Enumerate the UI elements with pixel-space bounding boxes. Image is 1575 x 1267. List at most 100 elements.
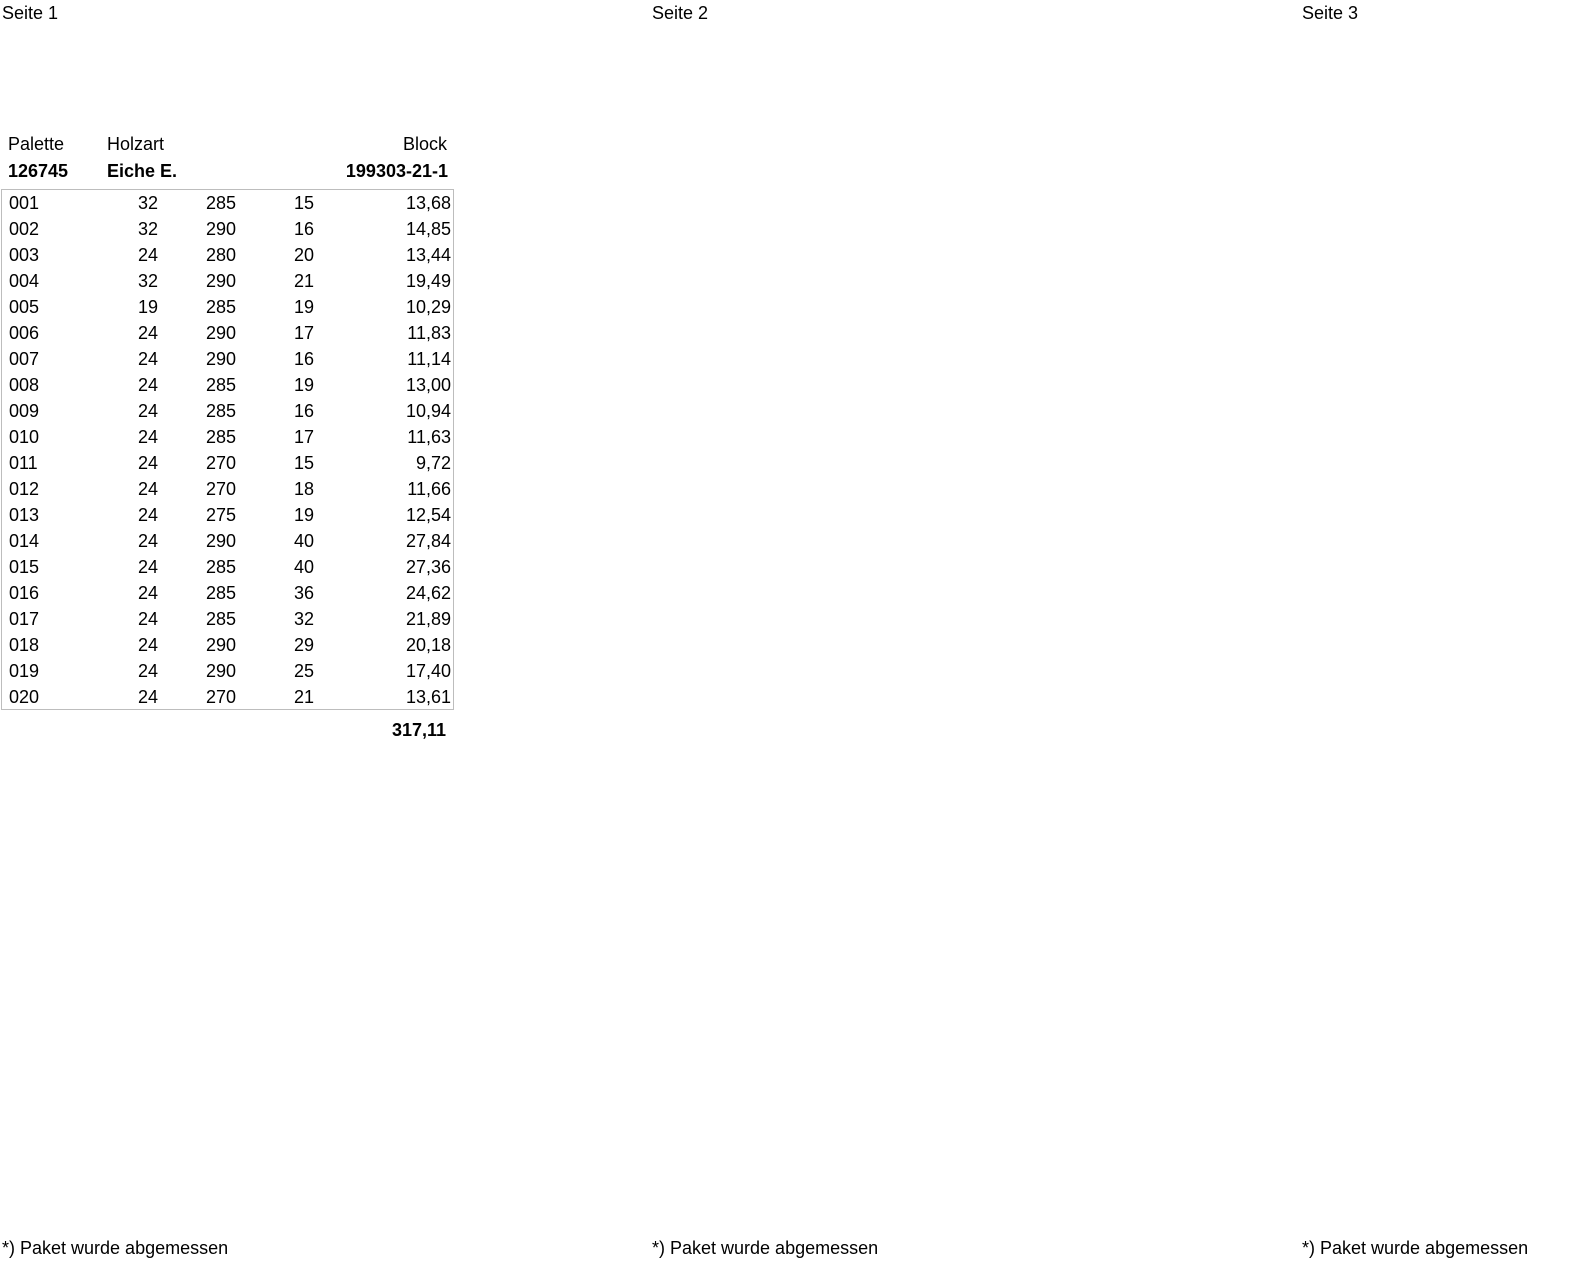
page-3-header: Seite 3	[1302, 3, 1359, 23]
table-row: 020 24 270 21 13,61	[2, 684, 455, 710]
table-cell: 019	[9, 661, 40, 681]
table-cell: 13,00	[405, 375, 451, 395]
table-cell: 270	[205, 453, 236, 473]
table-cell: 290	[205, 271, 236, 291]
table-cell: 24	[137, 375, 158, 395]
table-cell: 21	[293, 271, 314, 291]
table-cell: 24	[137, 427, 158, 447]
table-cell: 006	[9, 323, 40, 343]
table-cell: 32	[137, 219, 158, 239]
table-cell: 19	[293, 505, 314, 525]
table-row: 013 24 275 19 12,54	[2, 502, 455, 528]
table-cell: 24	[137, 245, 158, 265]
table-cell: 24	[137, 609, 158, 629]
table-cell: 003	[9, 245, 40, 265]
table-cell: 15	[293, 453, 314, 473]
table-cell: 27,36	[405, 557, 451, 577]
table-cell: 40	[293, 557, 314, 577]
table-cell: 11,63	[407, 427, 451, 447]
table-cell: 013	[9, 505, 40, 525]
table-cell: 290	[205, 531, 236, 551]
table-cell: 010	[9, 427, 40, 447]
table-cell: 24	[137, 557, 158, 577]
page-2-footer: *) Paket wurde abgemessen	[652, 1238, 879, 1258]
block-value: 199303-21-1	[345, 161, 448, 181]
table-cell: 014	[9, 531, 40, 551]
table-cell: 001	[9, 193, 40, 213]
table-cell: 11,83	[407, 323, 451, 343]
table-cell: 20	[293, 245, 314, 265]
holzart-value: Eiche E.	[107, 161, 178, 181]
table-cell: 10,94	[405, 401, 451, 421]
table-cell: 270	[205, 687, 236, 707]
table-cell: 16	[293, 349, 314, 369]
table-cell: 275	[205, 505, 236, 525]
table-row: 017 24 285 32 21,89	[2, 606, 455, 632]
table-row: 015 24 285 40 27,36	[2, 554, 455, 580]
table-row: 001 32 285 15 13,68	[2, 190, 455, 216]
table-cell: 020	[9, 687, 40, 707]
table-cell: 17	[293, 427, 314, 447]
table-cell: 24	[137, 349, 158, 369]
table-cell: 19	[293, 375, 314, 395]
table-cell: 16	[293, 401, 314, 421]
table-cell: 290	[205, 219, 236, 239]
table-row: 019 24 290 25 17,40	[2, 658, 455, 684]
table-cell: 29	[293, 635, 314, 655]
table-row: 018 24 290 29 20,18	[2, 632, 455, 658]
table-cell: 13,44	[405, 245, 451, 265]
table-cell: 9,72	[415, 453, 451, 473]
palette-label: Palette	[8, 134, 65, 154]
table-cell: 32	[137, 193, 158, 213]
total-value: 317,11	[391, 720, 446, 740]
table-row: 003 24 280 20 13,44	[2, 242, 455, 268]
table-cell: 27,84	[405, 531, 451, 551]
table-row: 007 24 290 16 11,14	[2, 346, 455, 372]
table-cell: 015	[9, 557, 40, 577]
table-row: 016 24 285 36 24,62	[2, 580, 455, 606]
table-cell: 13,61	[405, 687, 451, 707]
table-cell: 11,14	[407, 349, 451, 369]
table-cell: 012	[9, 479, 40, 499]
table-cell: 19,49	[405, 271, 451, 291]
table-cell: 285	[205, 193, 236, 213]
table-row: 009 24 285 16 10,94	[2, 398, 455, 424]
table-row: 008 24 285 19 13,00	[2, 372, 455, 398]
page-3-footer: *) Paket wurde abgemessen	[1302, 1238, 1529, 1258]
table-cell: 24	[137, 635, 158, 655]
table-cell: 285	[205, 609, 236, 629]
table-cell: 20,18	[405, 635, 451, 655]
table-cell: 24	[137, 453, 158, 473]
table-cell: 12,54	[405, 505, 451, 525]
table-cell: 32	[137, 271, 158, 291]
table-row: 014 24 290 40 27,84	[2, 528, 455, 554]
page-2-header: Seite 2	[652, 3, 709, 23]
table-cell: 270	[205, 479, 236, 499]
table-cell: 290	[205, 635, 236, 655]
table-cell: 290	[205, 323, 236, 343]
page-1-header: Seite 1	[2, 3, 59, 23]
table-cell: 19	[137, 297, 158, 317]
table-cell: 21	[293, 687, 314, 707]
palette-value: 126745	[8, 161, 69, 181]
table-cell: 017	[9, 609, 40, 629]
table-cell: 32	[293, 609, 314, 629]
page-1-footer: *) Paket wurde abgemessen	[2, 1238, 229, 1258]
table-cell: 285	[205, 297, 236, 317]
table-cell: 18	[293, 479, 314, 499]
table-cell: 17,40	[405, 661, 451, 681]
table-cell: 004	[9, 271, 40, 291]
table-cell: 17	[293, 323, 314, 343]
table-cell: 24	[137, 323, 158, 343]
table-row: 002 32 290 16 14,85	[2, 216, 455, 242]
holzart-label: Holzart	[107, 134, 165, 154]
table-cell: 008	[9, 375, 40, 395]
table-cell: 13,68	[405, 193, 451, 213]
table-cell: 24,62	[405, 583, 451, 603]
table-cell: 24	[137, 687, 158, 707]
table-cell: 016	[9, 583, 40, 603]
table-cell: 16	[293, 219, 314, 239]
block-label: Block	[402, 134, 447, 154]
table-cell: 280	[205, 245, 236, 265]
table-cell: 14,85	[405, 219, 451, 239]
